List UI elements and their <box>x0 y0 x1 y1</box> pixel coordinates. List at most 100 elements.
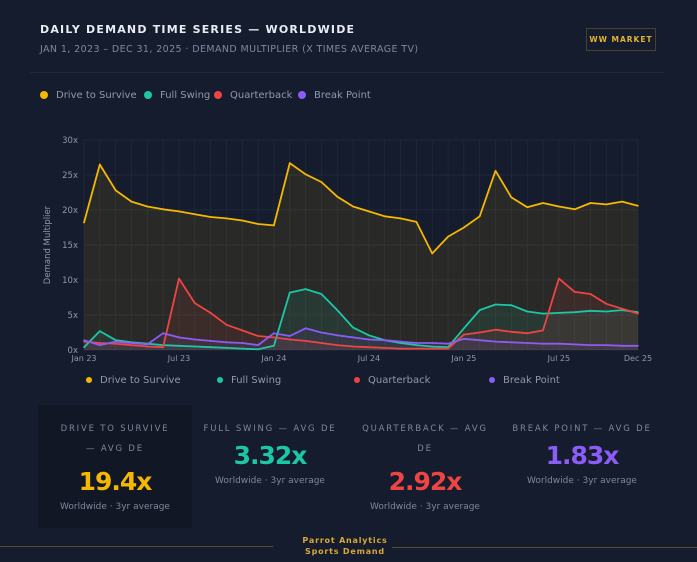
data-point-break-point <box>320 331 323 334</box>
data-point-quarterback <box>99 342 101 344</box>
data-point-drive-to-survive <box>368 210 370 213</box>
data-point-full-swing <box>368 334 370 337</box>
data-point-break-point <box>288 335 291 337</box>
series-line-full-swing <box>83 288 639 351</box>
data-point-drive-to-survive <box>178 210 180 213</box>
data-point-break-point <box>431 342 434 344</box>
x-tick-label: Jul 25 <box>547 354 570 363</box>
data-point-break-point <box>447 342 449 345</box>
data-point-drive-to-survive <box>99 163 101 166</box>
data-point-drive-to-survive <box>573 208 576 211</box>
series-line-break-point <box>83 327 638 347</box>
data-point-drive-to-survive <box>146 205 149 208</box>
stat-note: Worldwide · 3yr average <box>60 502 170 512</box>
data-point-quarterback <box>130 344 133 346</box>
data-point-full-swing <box>494 303 497 306</box>
stat-note: Worldwide · 3yr average <box>527 476 637 486</box>
stat-card-break-point: BREAK POINT — AVG DE 1.83x Worldwide · 3… <box>510 405 654 528</box>
x-tick-label: Jul 24 <box>357 354 380 363</box>
footer-line-2: Sports Demand <box>305 547 385 556</box>
data-point-drive-to-survive <box>510 196 513 199</box>
header-divider <box>30 72 664 73</box>
x-tick-label: Jul 23 <box>167 354 190 363</box>
data-point-break-point <box>542 342 544 345</box>
data-point-drive-to-survive <box>225 217 228 220</box>
data-point-quarterback <box>304 340 307 342</box>
legend-dot <box>144 91 152 99</box>
series-line-drive-to-survive <box>83 162 639 255</box>
data-point-quarterback <box>194 302 196 304</box>
data-point-drive-to-survive <box>257 223 259 225</box>
legend-label: Quarterback <box>368 374 431 386</box>
data-point-quarterback <box>573 291 576 293</box>
stat-value: 1.83x <box>545 441 620 470</box>
data-point-full-swing <box>463 327 465 330</box>
data-point-break-point <box>558 342 560 345</box>
legend-item-break-point[interactable]: Break Point <box>489 375 560 386</box>
stat-value: 2.92x <box>388 467 463 496</box>
legend-dot <box>214 91 222 99</box>
legend-item-quarterback[interactable]: Quarterback <box>354 375 430 386</box>
data-point-drive-to-survive <box>463 226 465 229</box>
data-point-break-point <box>241 342 244 344</box>
data-point-quarterback <box>510 331 513 333</box>
data-point-quarterback <box>273 336 275 339</box>
footer-rule-left <box>0 546 273 547</box>
area-full-swing <box>84 289 638 350</box>
stat-label: FULL SWING — AVG DE <box>203 424 337 434</box>
demand-line-chart: 0x 5x 10x 15x 20x 25x 30x Jan 23 Jul 23 Jan 24 Ju… <box>43 136 652 363</box>
data-point-full-swing <box>241 347 244 350</box>
data-point-drive-to-survive <box>352 205 354 208</box>
data-point-break-point <box>194 338 196 341</box>
data-point-full-swing <box>257 348 259 351</box>
data-point-break-point <box>257 344 259 346</box>
data-point-break-point <box>526 342 528 344</box>
chart-subtitle: JAN 1, 2023 – DEC 31, 2025 · DEMAND MULT… <box>40 44 419 55</box>
legend-label: Drive to Survive <box>56 89 137 101</box>
data-point-drive-to-survive <box>447 235 449 238</box>
data-point-break-point <box>83 339 85 342</box>
data-point-quarterback <box>478 331 481 334</box>
footer-rule-right <box>392 547 697 548</box>
legend-item-full-swing[interactable]: Full Swing <box>144 90 210 101</box>
legend-item-drive-to-survive[interactable]: Drive to Survive <box>86 375 181 386</box>
legend-label: Quarterback <box>230 89 293 101</box>
legend-item-break-point[interactable]: Break Point <box>298 90 371 101</box>
footer-line-1: Parrot Analytics <box>302 536 388 545</box>
legend-dot <box>298 91 306 99</box>
legend-dot <box>217 377 223 383</box>
legend-item-drive-to-survive[interactable]: Drive to Survive <box>40 90 137 101</box>
data-point-drive-to-survive <box>114 189 117 192</box>
ww-market-button[interactable]: WW MARKET <box>586 28 656 51</box>
y-tick-label: 5x <box>68 311 78 321</box>
data-point-full-swing <box>288 291 291 294</box>
area-quarterback <box>84 278 638 350</box>
data-point-quarterback <box>589 293 592 295</box>
data-point-quarterback <box>320 342 323 344</box>
data-point-drive-to-survive <box>162 208 164 211</box>
legend-dot <box>86 377 92 383</box>
data-point-break-point <box>383 339 386 342</box>
data-point-drive-to-survive <box>605 203 608 206</box>
data-point-break-point <box>146 343 149 346</box>
stat-note: Worldwide · 3yr average <box>370 502 480 512</box>
data-point-drive-to-survive <box>241 219 244 222</box>
data-point-full-swing <box>209 346 212 349</box>
y-tick-label: 10x <box>62 276 78 286</box>
data-point-break-point <box>368 338 370 341</box>
data-point-break-point <box>178 336 180 339</box>
legend-item-full-swing[interactable]: Full Swing <box>217 375 281 386</box>
data-point-quarterback <box>494 328 497 331</box>
y-tick-label: 30x <box>62 136 78 146</box>
stat-label: DRIVE TO SURVIVE — AVG DE <box>60 424 170 454</box>
data-point-drive-to-survive <box>273 224 275 227</box>
data-point-quarterback <box>225 324 228 326</box>
data-point-drive-to-survive <box>494 170 497 172</box>
data-point-full-swing <box>114 339 117 342</box>
data-point-full-swing <box>99 330 101 332</box>
data-point-full-swing <box>83 346 85 349</box>
data-point-drive-to-survive <box>542 202 544 204</box>
legend-item-quarterback[interactable]: Quarterback <box>214 90 292 101</box>
y-tick-label: 25x <box>62 171 78 181</box>
data-point-full-swing <box>273 345 275 347</box>
